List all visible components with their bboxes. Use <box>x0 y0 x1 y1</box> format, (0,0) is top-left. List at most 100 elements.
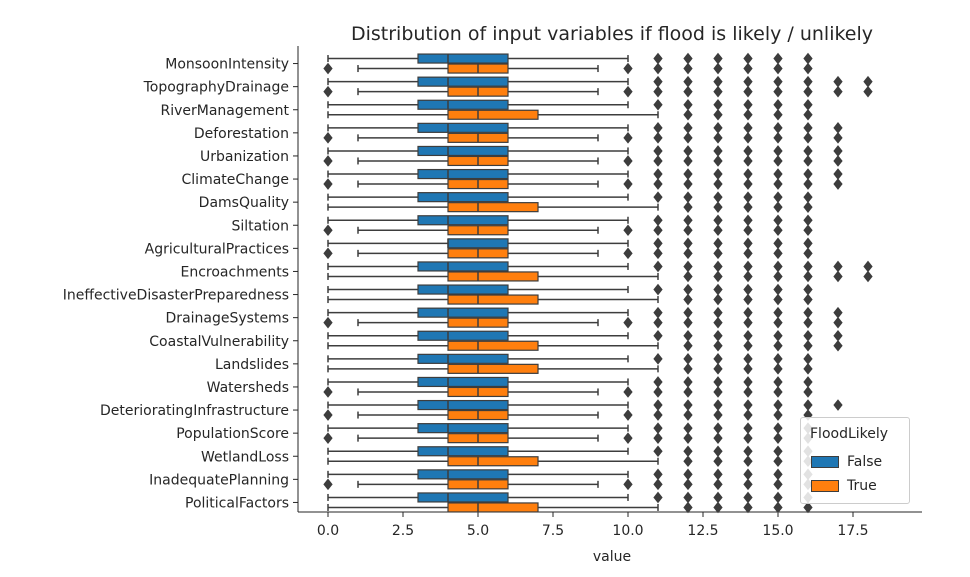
outlier-point <box>743 260 753 273</box>
outlier-point <box>683 339 693 352</box>
outlier-point <box>803 353 813 365</box>
outlier-point <box>773 132 783 144</box>
outlier-point <box>743 168 753 180</box>
outlier-point <box>743 316 753 329</box>
box-group-false <box>327 214 813 227</box>
outlier-point <box>773 224 783 237</box>
outlier-point <box>623 132 633 144</box>
outlier-point <box>833 306 843 319</box>
outlier-point <box>713 329 723 342</box>
outlier-point <box>683 399 693 411</box>
outlier-point <box>713 363 723 375</box>
outlier-point <box>713 455 723 468</box>
box-group-true <box>323 316 843 329</box>
outlier-point <box>653 376 663 388</box>
y-tick-label: PopulationScore <box>176 426 289 442</box>
box <box>417 399 509 411</box>
outlier-point <box>683 201 693 213</box>
y-tick-label: Deforestation <box>194 126 289 142</box>
outlier-point <box>743 122 753 134</box>
outlier-point <box>803 270 813 283</box>
box <box>417 76 509 87</box>
outlier-point <box>683 376 693 388</box>
outlier-point <box>683 75 693 88</box>
outlier-point <box>713 178 723 190</box>
box-group-true <box>327 201 813 213</box>
box-group-true <box>327 501 813 514</box>
outlier-point <box>743 468 753 481</box>
outlier-point <box>653 155 663 167</box>
box-group-false <box>327 237 813 250</box>
outlier-point <box>683 468 693 481</box>
outlier-point <box>323 178 333 190</box>
box-group-false <box>327 306 843 319</box>
outlier-point <box>803 224 813 237</box>
outlier-point <box>323 478 333 491</box>
outlier-point <box>773 122 783 134</box>
box <box>417 145 509 157</box>
outlier-point <box>683 306 693 319</box>
legend-entry-true: True <box>811 476 877 496</box>
box <box>417 376 509 388</box>
legend: FloodLikely False True <box>800 417 910 504</box>
outlier-point <box>683 178 693 190</box>
outlier-point <box>803 237 813 250</box>
outlier-point <box>713 237 723 250</box>
outlier-point <box>653 214 663 227</box>
box-group-true <box>327 108 813 121</box>
outlier-point <box>773 191 783 203</box>
x-axis-label: value <box>593 549 631 565</box>
box <box>417 261 509 272</box>
legend-title: FloodLikely <box>810 426 889 442</box>
outlier-point <box>653 52 663 65</box>
outlier-point <box>713 247 723 260</box>
outlier-point <box>773 468 783 481</box>
outlier-point <box>623 62 633 75</box>
box-group-true <box>327 339 843 352</box>
outlier-point <box>803 501 813 514</box>
box <box>417 215 509 226</box>
outlier-point <box>683 52 693 65</box>
outlier-point <box>743 283 753 296</box>
outlier-point <box>803 132 813 144</box>
box-group-false <box>327 145 843 157</box>
x-tick-label: 10.0 <box>612 523 643 539</box>
outlier-point <box>743 145 753 157</box>
outlier-point <box>713 422 723 434</box>
outlier-point <box>683 260 693 273</box>
box-group-true <box>323 178 843 190</box>
outlier-point <box>743 52 753 65</box>
outlier-point <box>803 98 813 111</box>
outlier-point <box>833 75 843 88</box>
outlier-point <box>833 399 843 411</box>
outlier-point <box>683 122 693 134</box>
outlier-point <box>773 145 783 157</box>
outlier-point <box>683 363 693 375</box>
outlier-point <box>323 132 333 144</box>
outlier-point <box>863 85 873 98</box>
outlier-point <box>743 155 753 167</box>
outlier-point <box>773 306 783 319</box>
chart-title: Distribution of input variables if flood… <box>351 23 873 45</box>
box-group-true <box>323 247 813 260</box>
box-group-false <box>327 75 873 88</box>
outlier-point <box>743 422 753 434</box>
outlier-point <box>623 386 633 398</box>
outlier-point <box>773 52 783 65</box>
outlier-point <box>713 145 723 157</box>
box <box>417 122 509 133</box>
outlier-point <box>623 478 633 491</box>
outlier-point <box>743 376 753 388</box>
outlier-point <box>803 85 813 98</box>
outlier-point <box>773 62 783 75</box>
outlier-point <box>653 247 663 260</box>
box <box>447 294 539 305</box>
outlier-point <box>773 201 783 213</box>
outlier-point <box>713 386 723 398</box>
outlier-point <box>713 122 723 134</box>
outlier-point <box>743 478 753 491</box>
box-group-true <box>323 386 813 398</box>
outlier-point <box>833 270 843 283</box>
outlier-point <box>623 409 633 421</box>
outlier-point <box>683 445 693 458</box>
